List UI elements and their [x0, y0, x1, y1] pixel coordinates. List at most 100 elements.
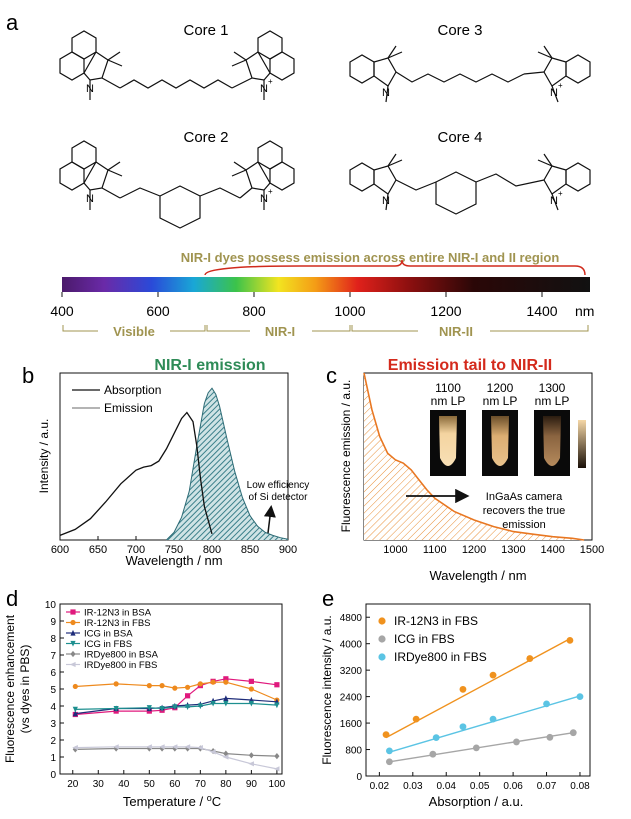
core-1-label: Core 1 [183, 22, 228, 39]
y-tick-label: 4800 [340, 613, 363, 624]
y-tick-label: 0 [50, 770, 56, 781]
x-tick-label: 20 [67, 779, 79, 790]
data-point [184, 744, 191, 750]
plot-frame [365, 603, 591, 777]
charge-plus-core4: + [558, 189, 563, 198]
nir2-label-bg [418, 325, 490, 337]
charge-plus-core1: + [268, 77, 273, 86]
x-tick-label: 80 [220, 779, 232, 790]
annotation-arrow [263, 505, 276, 534]
y-tick-label: 4 [50, 702, 56, 713]
x-tick-label: 1100 [423, 544, 447, 556]
atom-n-core1: N [86, 83, 94, 95]
x-tick-label: 600 [51, 544, 69, 556]
data-point [223, 695, 229, 701]
series-3 [72, 700, 280, 713]
x-tick-label: 0.05 [470, 781, 490, 792]
glowing-tube-image [543, 416, 561, 466]
x-tick-label: 0.02 [370, 781, 390, 792]
legend-label: ICG in FBS [84, 639, 132, 650]
atom-nplus-core4: N [550, 195, 558, 207]
legend-label: IRDye800 in BSA [84, 650, 159, 661]
core-2-structure [59, 140, 295, 229]
emission-tail-line [363, 372, 585, 541]
x-tick-label: 800 [203, 544, 221, 556]
x-tick-label: 1400 [540, 544, 564, 556]
series-1 [386, 729, 577, 766]
x-tick-label: 750 [165, 544, 183, 556]
data-point [248, 752, 254, 759]
tube-label-line2: nm LP [431, 394, 466, 408]
y-axis-label-line2: (vs dyes in PBS) [18, 645, 32, 734]
region-nir-i: NIR-I [265, 324, 295, 339]
data-point [113, 681, 119, 687]
data-point [113, 705, 119, 712]
panel-b-letter: b [22, 363, 34, 388]
tube-label-line2: nm LP [483, 394, 518, 408]
data-point [70, 650, 76, 658]
data-point [546, 733, 554, 741]
x-tick-label: 0.07 [537, 781, 557, 792]
visible-label-bg [98, 325, 170, 337]
y-tick-label: 2 [50, 736, 56, 747]
x-tick-label: 40 [118, 779, 130, 790]
y-tick-label: 5 [50, 685, 56, 696]
data-point [146, 744, 152, 750]
data-point [210, 700, 216, 707]
data-point [197, 681, 203, 687]
series-line [75, 681, 278, 701]
fit-line [389, 695, 581, 753]
data-point [70, 629, 76, 636]
x-tick-label: 60 [169, 779, 181, 790]
legend-emission: Emission [104, 401, 153, 415]
legend-marker [378, 653, 386, 661]
banner-brace [204, 259, 586, 276]
x-tick-label: 30 [93, 779, 105, 790]
data-point [146, 683, 152, 689]
data-point [146, 705, 152, 711]
x-tick-label: 0.08 [570, 781, 590, 792]
y-tick-label: 1600 [340, 719, 363, 730]
data-point [172, 685, 178, 691]
y-tick-label: 7 [50, 651, 56, 662]
data-point [210, 679, 216, 685]
legend-label: ICG in FBS [394, 632, 455, 646]
data-point [223, 676, 229, 682]
data-point [72, 706, 78, 713]
x-tick-label: 70 [195, 779, 207, 790]
y-tick-label: 8 [50, 634, 56, 645]
legend-label: IR-12N3 in FBS [84, 618, 151, 629]
charge-plus-core2: + [268, 187, 273, 196]
chemical-structures [59, 30, 591, 229]
spectrum-tick-label: 800 [242, 303, 266, 319]
data-point [459, 685, 467, 693]
x-tick-label: 0.03 [403, 781, 423, 792]
panel-c-title: Emission tail to NIR-II [388, 357, 552, 374]
data-point [172, 704, 178, 710]
data-point [223, 750, 229, 757]
panel-b-title: NIR-I emission [154, 357, 265, 374]
data-point [543, 700, 550, 708]
fit-line [389, 731, 574, 763]
atom-n-core3: N [382, 87, 390, 99]
data-point [70, 619, 76, 626]
data-point [70, 609, 76, 615]
data-point [513, 738, 520, 746]
data-point [113, 744, 119, 750]
data-point [386, 758, 393, 766]
tube-label-line1: 1300 [539, 381, 566, 395]
data-point [184, 693, 191, 699]
data-point [223, 679, 229, 685]
y-tick-label: 3 [50, 719, 56, 730]
annotation-line1: Low efficiency [247, 480, 310, 491]
panel-e-letter: e [322, 586, 334, 611]
data-point [382, 731, 390, 739]
spectrum-tick-label: 1000 [334, 303, 365, 319]
data-point [432, 734, 440, 742]
legend-label: IRDye800 in FBS [394, 650, 487, 664]
series-0 [382, 636, 574, 739]
atom-nplus-core1: N [260, 83, 268, 95]
annotation-line1: InGaAs camera [486, 491, 563, 503]
data-point [159, 683, 165, 689]
